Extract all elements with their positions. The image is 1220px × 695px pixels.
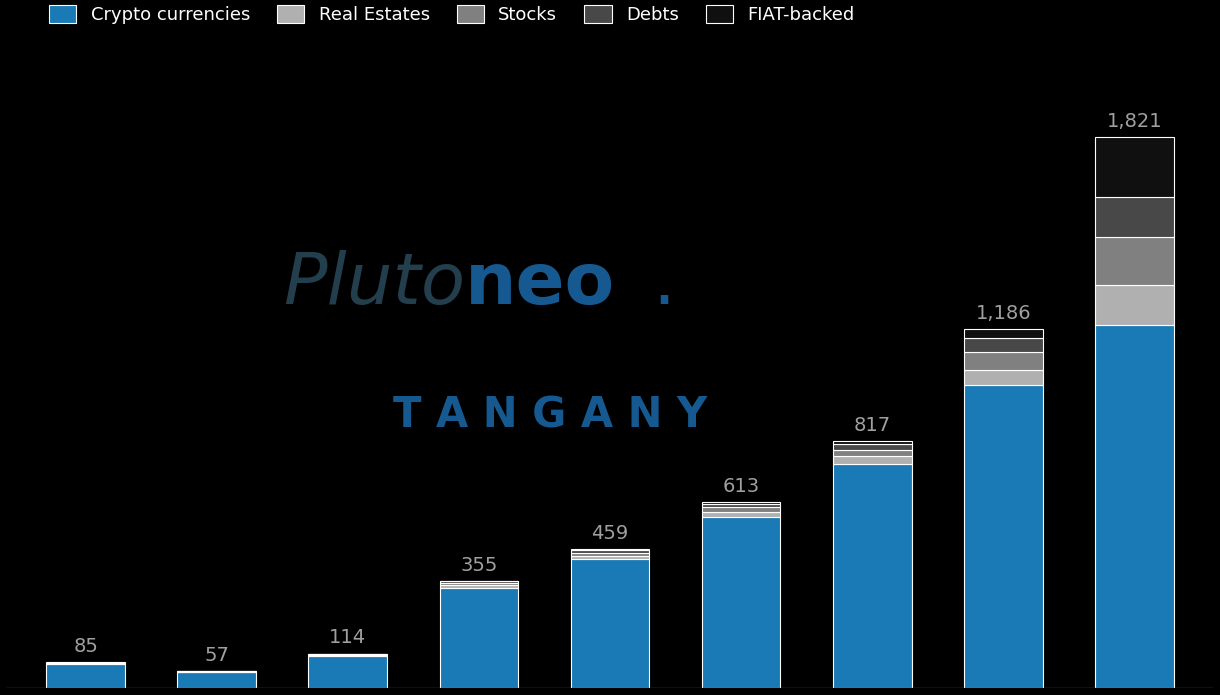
Bar (439, 580, 518, 582)
Bar (46, 664, 124, 688)
Bar (1096, 325, 1174, 688)
Bar (439, 585, 518, 588)
Text: 613: 613 (722, 477, 760, 496)
Bar (439, 588, 518, 688)
Bar (309, 656, 387, 688)
Bar (702, 512, 781, 517)
Bar (964, 338, 1043, 352)
Bar (1096, 286, 1174, 325)
Text: .: . (653, 250, 675, 319)
Bar (702, 505, 781, 507)
Text: 1,186: 1,186 (976, 304, 1031, 323)
Text: 355: 355 (460, 555, 498, 575)
Text: 114: 114 (329, 628, 366, 648)
Bar (309, 655, 387, 656)
Text: neo: neo (465, 250, 615, 319)
Bar (702, 502, 781, 505)
Bar (833, 457, 911, 464)
Bar (1096, 137, 1174, 197)
Text: 85: 85 (73, 637, 98, 656)
Text: T A N G A N Y: T A N G A N Y (393, 394, 706, 436)
Bar (833, 444, 911, 450)
Bar (439, 583, 518, 585)
Bar (439, 582, 518, 583)
Bar (571, 553, 649, 556)
Bar (571, 559, 649, 688)
Bar (833, 464, 911, 688)
Bar (964, 329, 1043, 338)
Bar (702, 507, 781, 512)
Bar (964, 385, 1043, 688)
Text: 1,821: 1,821 (1107, 112, 1163, 131)
Bar (1096, 197, 1174, 237)
Bar (571, 550, 649, 553)
Bar (833, 450, 911, 457)
Bar (964, 370, 1043, 385)
Text: 57: 57 (204, 646, 229, 664)
Bar (1096, 237, 1174, 286)
Bar (571, 549, 649, 550)
Bar (964, 352, 1043, 370)
Bar (571, 556, 649, 559)
Bar (177, 672, 256, 688)
Text: 817: 817 (854, 416, 891, 434)
Bar (702, 517, 781, 688)
Bar (833, 441, 911, 444)
Legend: Crypto currencies, Real Estates, Stocks, Debts, FIAT-backed: Crypto currencies, Real Estates, Stocks,… (40, 0, 864, 33)
Text: 459: 459 (592, 524, 628, 543)
Text: Pluto: Pluto (283, 250, 465, 319)
